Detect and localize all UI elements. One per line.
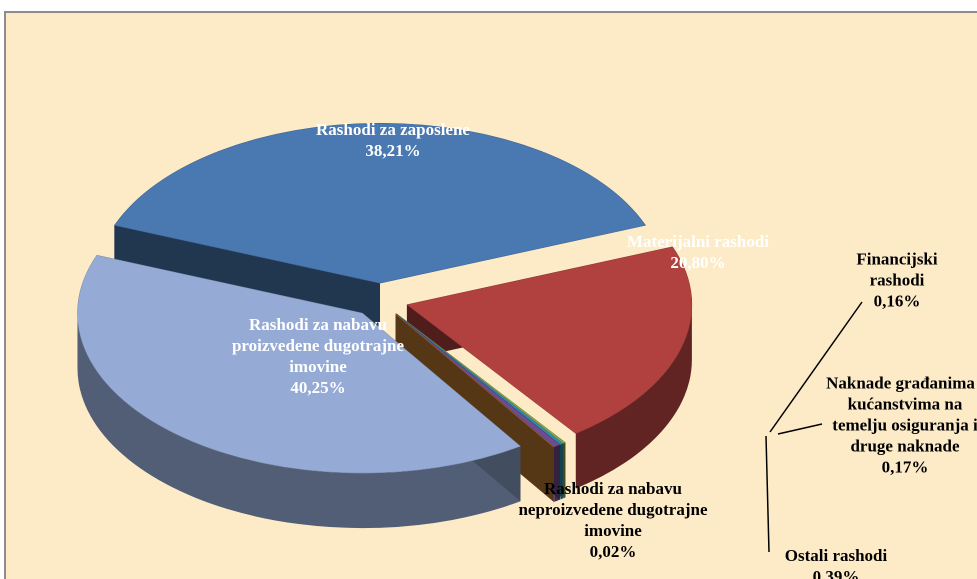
slice-label: Ostali rashodi 0,39% [761, 545, 911, 579]
slice-label: Rashodi za nabavu neproizvedene dugotraj… [508, 478, 718, 562]
category-name: Rashodi za nabavu proizvedene dugotrajne… [231, 315, 405, 376]
leader-line [769, 301, 863, 433]
slice-side [77, 313, 521, 529]
category-name: Rashodi za zaposlene [316, 120, 470, 139]
slice [395, 313, 555, 448]
category-name: Materijalni rashodi [626, 232, 770, 251]
slice [406, 246, 693, 434]
category-name: Rashodi za nabavu neproizvedene dugotraj… [518, 479, 708, 540]
slice [396, 313, 564, 445]
slice [113, 122, 647, 284]
value-label: 0,16% [873, 291, 921, 311]
slice-label: Rashodi za zaposlene 38,21% [303, 119, 483, 161]
tops [77, 122, 693, 474]
category-name: Financijski rashodi [856, 249, 938, 290]
value-label: 20,80% [670, 253, 726, 272]
value-label: 40,25% [290, 378, 346, 397]
slice-side [575, 304, 692, 489]
value-label: 38,21% [365, 141, 421, 160]
value-label: 0,02% [589, 542, 637, 561]
category-name: Naknade građanima i kućanstvima na temel… [826, 373, 977, 456]
value-label: 0,17% [881, 457, 929, 477]
slice-label: Naknade građanima i kućanstvima na temel… [825, 373, 977, 478]
slice [395, 313, 561, 448]
slice-label: Materijalni rashodi 20,80% [588, 231, 808, 273]
category-name: Ostali rashodi [784, 546, 888, 565]
leader-line [765, 435, 770, 553]
slice-label: Rashodi za nabavu proizvedene dugotrajne… [208, 314, 428, 398]
leader-lines [765, 301, 863, 553]
value-label: 0,39% [812, 567, 860, 579]
slice-label: Financijski rashodi 0,16% [837, 249, 957, 312]
slice [77, 254, 521, 474]
leader-line [777, 423, 823, 435]
